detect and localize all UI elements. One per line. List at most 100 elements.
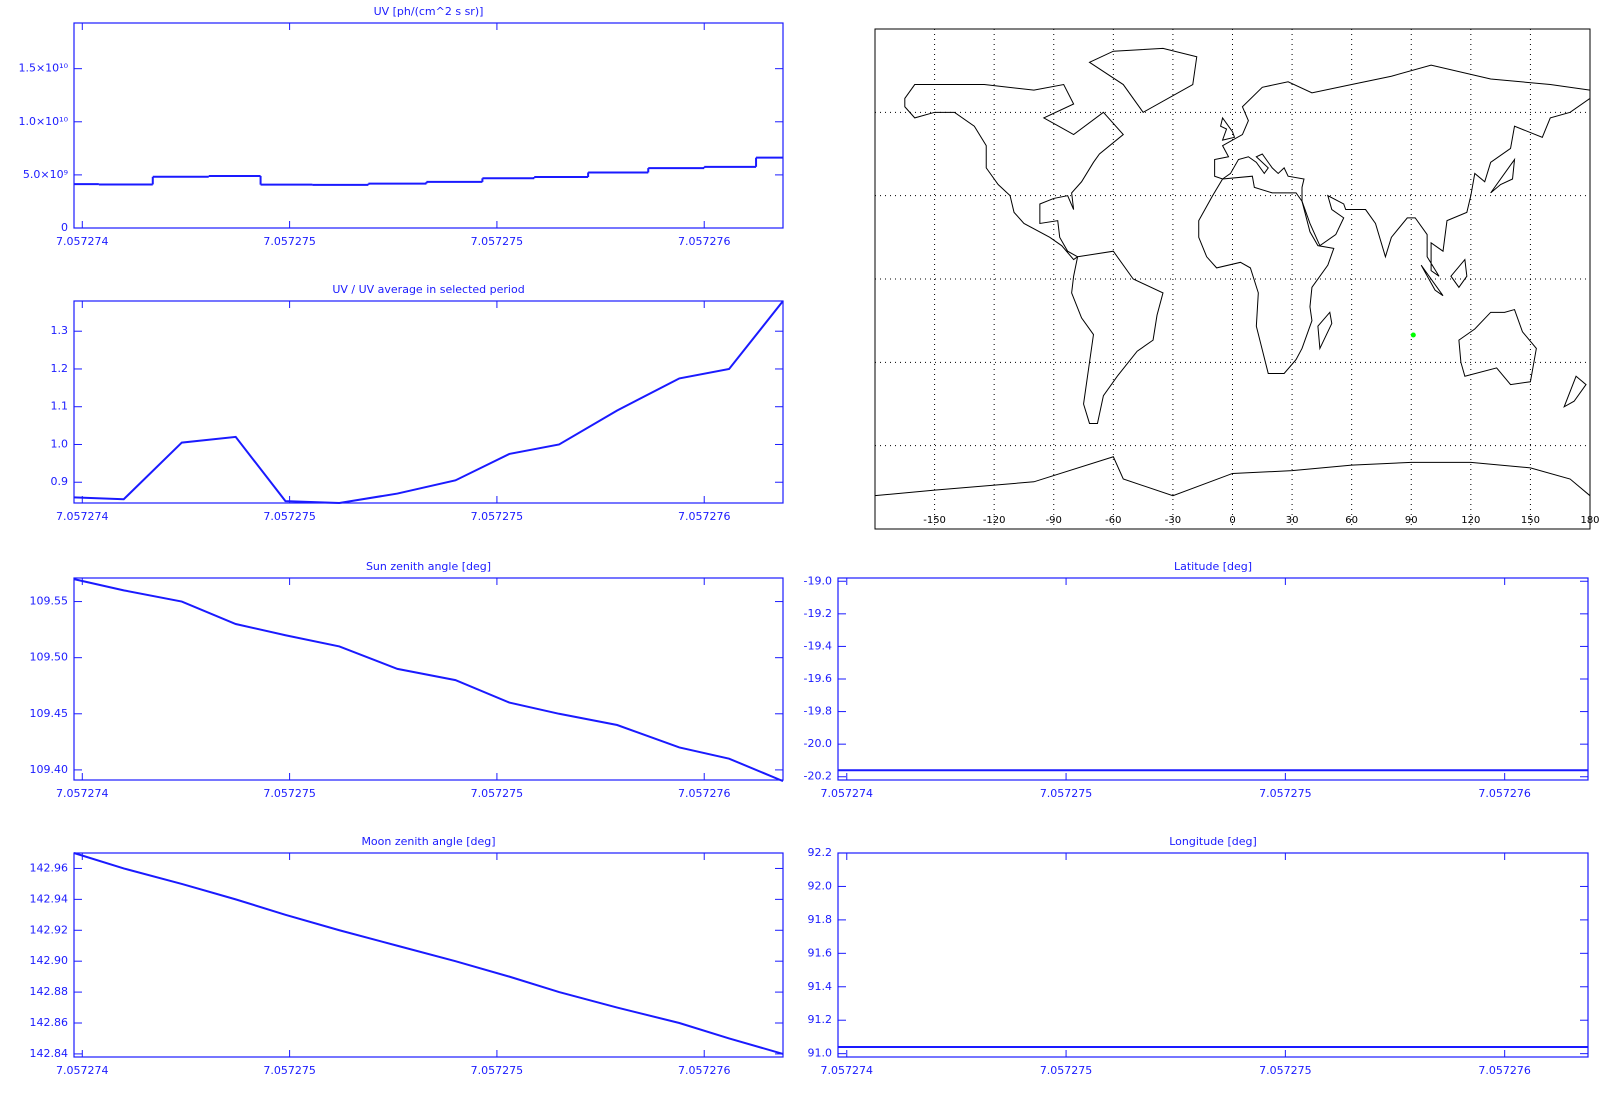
x-tick-label: -60 — [1105, 515, 1121, 526]
y-tick-label: 109.45 — [30, 707, 69, 720]
y-tick-label: 1.0×10¹⁰ — [18, 115, 68, 128]
y-tick-label: 1.1 — [51, 400, 69, 413]
y-tick-label: -20.0 — [804, 737, 832, 750]
x-tick-label: 7.057274 — [821, 787, 874, 800]
x-tick-label: 7.057276 — [678, 510, 731, 523]
y-tick-label: 5.0×10⁹ — [23, 168, 68, 181]
x-tick-label: 7.057276 — [1478, 1064, 1531, 1077]
x-tick-label: 7.057275 — [263, 510, 316, 523]
y-tick-label: 0 — [61, 221, 68, 234]
plot-panel: UV / UV average in selected period 7.0572… — [51, 283, 784, 523]
x-tick-label: 7.057276 — [1478, 787, 1531, 800]
x-tick-label: 90 — [1405, 515, 1418, 526]
x-tick-label: 60 — [1345, 515, 1358, 526]
y-tick-label: 109.50 — [30, 651, 69, 664]
coastline — [1459, 310, 1536, 385]
y-tick-label: 91.4 — [808, 980, 833, 993]
plot-panel: UV [ph/(cm^2 s sr)] 7.057274 7.057275 7.057… — [18, 5, 784, 248]
x-tick-label: 7.057275 — [1040, 787, 1093, 800]
coastline — [875, 457, 1590, 496]
y-tick-label: 0.9 — [51, 475, 69, 488]
y-tick-label: 142.94 — [30, 892, 69, 905]
coastline — [1072, 251, 1163, 423]
x-tick-label: 7.057275 — [1259, 1064, 1312, 1077]
coastline — [1199, 176, 1334, 373]
x-tick-label: 7.057275 — [263, 1064, 316, 1077]
x-tick-label: 120 — [1461, 515, 1480, 526]
plot-frame — [73, 852, 784, 1058]
x-tick-label: 30 — [1286, 515, 1299, 526]
x-tick-label: 7.057275 — [263, 787, 316, 800]
x-tick-label: 7.057276 — [678, 235, 731, 248]
y-tick-label: 91.8 — [808, 913, 833, 926]
y-tick-label: 142.96 — [30, 861, 69, 874]
x-tick-label: -90 — [1046, 515, 1062, 526]
y-tick-label: 1.2 — [51, 362, 69, 375]
plot-frame — [837, 577, 1589, 781]
y-tick-label: 91.0 — [808, 1047, 833, 1060]
y-tick-label: 92.0 — [808, 879, 833, 892]
data-line — [73, 852, 784, 1055]
y-tick-label: 109.40 — [30, 763, 69, 776]
x-tick-label: 7.057276 — [678, 1064, 731, 1077]
coastline — [1215, 65, 1590, 276]
plot-title: UV [ph/(cm^2 s sr)] — [374, 5, 484, 18]
plot-frame — [73, 577, 784, 781]
y-tick-label: 1.3 — [51, 324, 69, 337]
y-tick-label: 1.0 — [51, 437, 69, 450]
coastlines — [875, 48, 1590, 495]
y-tick-label: 142.88 — [30, 985, 69, 998]
y-tick-label: 142.86 — [30, 1016, 69, 1029]
x-tick-label: 7.057275 — [1259, 787, 1312, 800]
y-tick-label: 92.2 — [808, 846, 833, 859]
y-tick-label: -20.2 — [804, 770, 832, 783]
y-tick-label: 142.92 — [30, 923, 69, 936]
coastline — [1221, 118, 1586, 407]
data-line — [73, 300, 784, 505]
x-tick-label: 7.057275 — [471, 235, 524, 248]
plot-panel: Longitude [deg] 7.057274 7.057275 7.057275 7… — [808, 835, 1589, 1077]
coastline — [905, 85, 1123, 260]
plot-panel: Latitude [deg] 7.057274 7.057275 7.057275 7.… — [804, 560, 1589, 800]
y-tick-label: -19.0 — [804, 574, 832, 587]
plot-panel: Moon zenith angle [deg] 7.057274 7.057275 7… — [30, 835, 784, 1077]
x-tick-label: 7.057275 — [471, 787, 524, 800]
plot-frame — [73, 22, 784, 229]
x-tick-label: 7.057276 — [678, 787, 731, 800]
position-marker — [1410, 332, 1416, 338]
plot-frame — [73, 300, 784, 504]
y-tick-label: -19.4 — [804, 639, 832, 652]
x-tick-label: 7.057274 — [56, 787, 109, 800]
x-tick-label: 7.057275 — [471, 510, 524, 523]
x-tick-label: 7.057274 — [56, 235, 109, 248]
y-tick-label: -19.2 — [804, 607, 832, 620]
x-tick-label: -120 — [983, 515, 1006, 526]
plot-panel: Sun zenith angle [deg] 7.057274 7.057275 7.… — [30, 560, 784, 800]
y-tick-label: 91.2 — [808, 1013, 833, 1026]
data-line — [73, 578, 784, 783]
map-panel: -150 -120 -90 -60 -30 0 30 60 90 120 150 180 — [874, 28, 1600, 530]
x-tick-label: 180 — [1580, 515, 1599, 526]
x-tick-label: 7.057274 — [56, 510, 109, 523]
plot-title: Longitude [deg] — [1169, 835, 1257, 848]
coastline — [1090, 48, 1197, 112]
x-tick-label: -30 — [1165, 515, 1181, 526]
y-tick-label: 142.84 — [30, 1047, 69, 1060]
y-tick-label: 109.55 — [30, 595, 69, 608]
x-tick-label: -150 — [923, 515, 946, 526]
plot-title: Latitude [deg] — [1174, 560, 1252, 573]
x-tick-label: 7.057274 — [821, 1064, 874, 1077]
x-tick-label: 7.057275 — [263, 235, 316, 248]
y-tick-label: 142.90 — [30, 954, 69, 967]
plot-title: Sun zenith angle [deg] — [366, 560, 491, 573]
x-tick-label: 150 — [1521, 515, 1540, 526]
plot-frame — [837, 852, 1589, 1058]
x-tick-label: 7.057275 — [1040, 1064, 1093, 1077]
x-tick-label: 7.057274 — [56, 1064, 109, 1077]
plot-title: Moon zenith angle [deg] — [361, 835, 495, 848]
y-tick-label: -19.6 — [804, 672, 832, 685]
x-tick-label: 7.057275 — [471, 1064, 524, 1077]
y-tick-label: -19.8 — [804, 705, 832, 718]
y-tick-label: 1.5×10¹⁰ — [18, 62, 68, 75]
